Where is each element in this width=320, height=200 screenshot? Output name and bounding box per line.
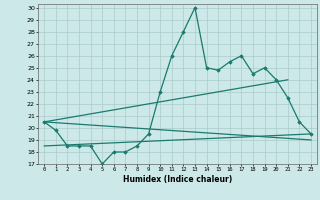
X-axis label: Humidex (Indice chaleur): Humidex (Indice chaleur) bbox=[123, 175, 232, 184]
